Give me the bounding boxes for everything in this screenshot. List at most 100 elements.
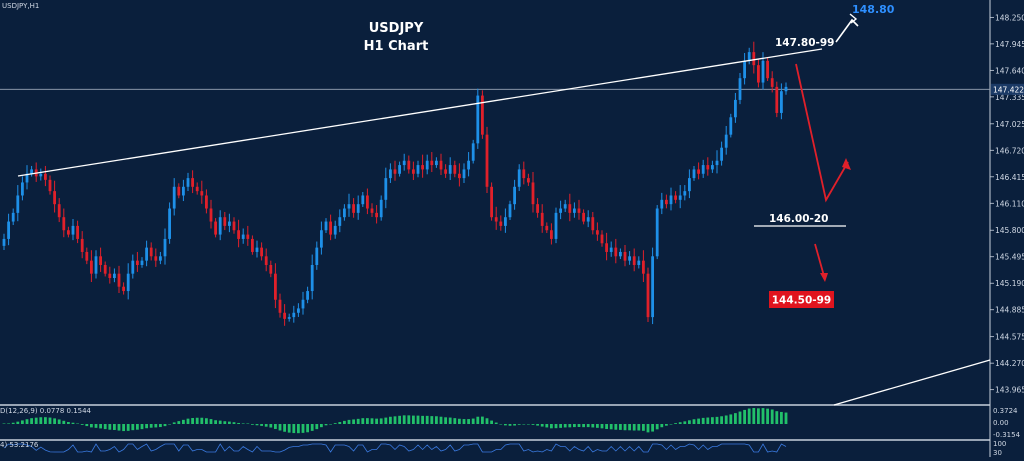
macd-bar xyxy=(76,423,79,424)
macd-bar xyxy=(85,424,89,427)
candle-bull xyxy=(16,195,20,213)
candle-bear xyxy=(237,230,240,239)
macd-bar xyxy=(370,418,374,424)
candle-bear xyxy=(76,225,79,239)
macd-bar xyxy=(320,424,323,428)
macd-bar xyxy=(251,424,254,425)
macd-bar xyxy=(57,419,61,424)
current-price-marker xyxy=(991,83,1024,95)
macd-bar xyxy=(412,415,415,424)
macd-bar xyxy=(775,411,779,424)
candle-bear xyxy=(329,221,332,235)
macd-bar xyxy=(246,423,250,424)
candle-bull xyxy=(297,308,300,313)
candle-bear xyxy=(499,221,503,226)
macd-bar xyxy=(646,424,650,433)
candle-bear xyxy=(260,247,263,257)
macd-bar xyxy=(398,415,401,424)
candle-bear xyxy=(481,95,484,135)
macd-bar xyxy=(435,416,438,424)
macd-bar xyxy=(600,424,604,429)
macd-bar xyxy=(550,424,553,429)
candle-bear xyxy=(632,256,636,265)
macd-bar xyxy=(324,424,328,426)
candle-bear xyxy=(370,208,374,213)
candle-bull xyxy=(660,199,664,209)
macd-bar xyxy=(504,424,507,426)
candle-bull xyxy=(476,95,480,144)
candle-bear xyxy=(80,238,84,252)
macd-bar xyxy=(384,417,388,424)
macd-bar xyxy=(11,422,15,424)
candle-bear xyxy=(264,256,268,265)
candle-bull xyxy=(131,260,135,274)
target-down-label: 144.50-99 xyxy=(772,295,832,307)
macd-bar xyxy=(766,408,769,424)
macd-bar xyxy=(154,424,158,428)
macd-bar xyxy=(131,424,135,431)
macd-bar xyxy=(752,408,756,424)
candle-bear xyxy=(48,179,52,192)
macd-bar xyxy=(494,422,498,424)
candle-bull xyxy=(301,299,305,309)
macd-bar xyxy=(591,424,595,428)
macd-bar xyxy=(177,421,181,424)
candle-bear xyxy=(757,65,760,83)
macd-bar xyxy=(122,424,125,432)
price-tick-label: 148.250 xyxy=(995,13,1024,22)
macd-bar xyxy=(513,424,516,426)
candle-bear xyxy=(85,251,89,261)
macd-bar xyxy=(747,408,751,424)
macd-bar xyxy=(159,424,162,428)
candle-bull xyxy=(186,178,190,187)
macd-bar xyxy=(586,424,590,428)
candle-bear xyxy=(57,204,61,218)
candle-bear xyxy=(550,230,553,239)
candle-bear xyxy=(458,173,461,179)
macd-bar xyxy=(283,424,286,432)
candle-bull xyxy=(471,143,475,161)
macd-bar xyxy=(67,422,70,424)
macd-bar xyxy=(448,417,452,424)
candle-bear xyxy=(149,247,153,257)
candle-bull xyxy=(692,169,696,179)
candle-bull xyxy=(416,165,420,174)
candle-bull xyxy=(159,256,162,261)
macd-bar xyxy=(53,418,56,424)
candle-bear xyxy=(642,260,645,274)
macd-bar xyxy=(421,415,424,424)
symbol-label: USDJPY,H1 xyxy=(2,2,39,10)
macd-bar xyxy=(559,424,562,428)
macd-bar xyxy=(734,413,737,424)
macd-label: D(12,26,9) 0.0778 0.1544 xyxy=(0,407,92,415)
candle-bear xyxy=(674,195,677,200)
candle-bull xyxy=(324,221,328,231)
macd-bar xyxy=(660,424,664,428)
macd-bar xyxy=(214,420,217,424)
macd-bar xyxy=(517,424,521,425)
candle-bull xyxy=(747,52,751,61)
macd-bar xyxy=(614,424,618,430)
candle-bear xyxy=(646,273,650,318)
macd-bar xyxy=(264,424,268,427)
macd-bar xyxy=(476,416,480,424)
macd-bar xyxy=(729,414,733,424)
macd-bar xyxy=(669,424,673,425)
macd-bar xyxy=(269,424,273,428)
candle-bear xyxy=(490,186,493,218)
macd-bar xyxy=(665,424,668,426)
macd-bar xyxy=(632,424,636,431)
candle-bear xyxy=(200,191,204,196)
price-tick-label: 144.885 xyxy=(995,306,1024,315)
candle-bear xyxy=(407,160,411,170)
candle-bull xyxy=(743,60,746,79)
candle-bear xyxy=(274,273,277,300)
candle-bear xyxy=(494,217,498,222)
macd-bar xyxy=(103,424,107,430)
candle-bull xyxy=(338,217,342,226)
candle-bull xyxy=(113,273,116,279)
macd-bar xyxy=(310,424,314,431)
macd-bar xyxy=(715,416,719,424)
candle-bear xyxy=(205,195,208,209)
